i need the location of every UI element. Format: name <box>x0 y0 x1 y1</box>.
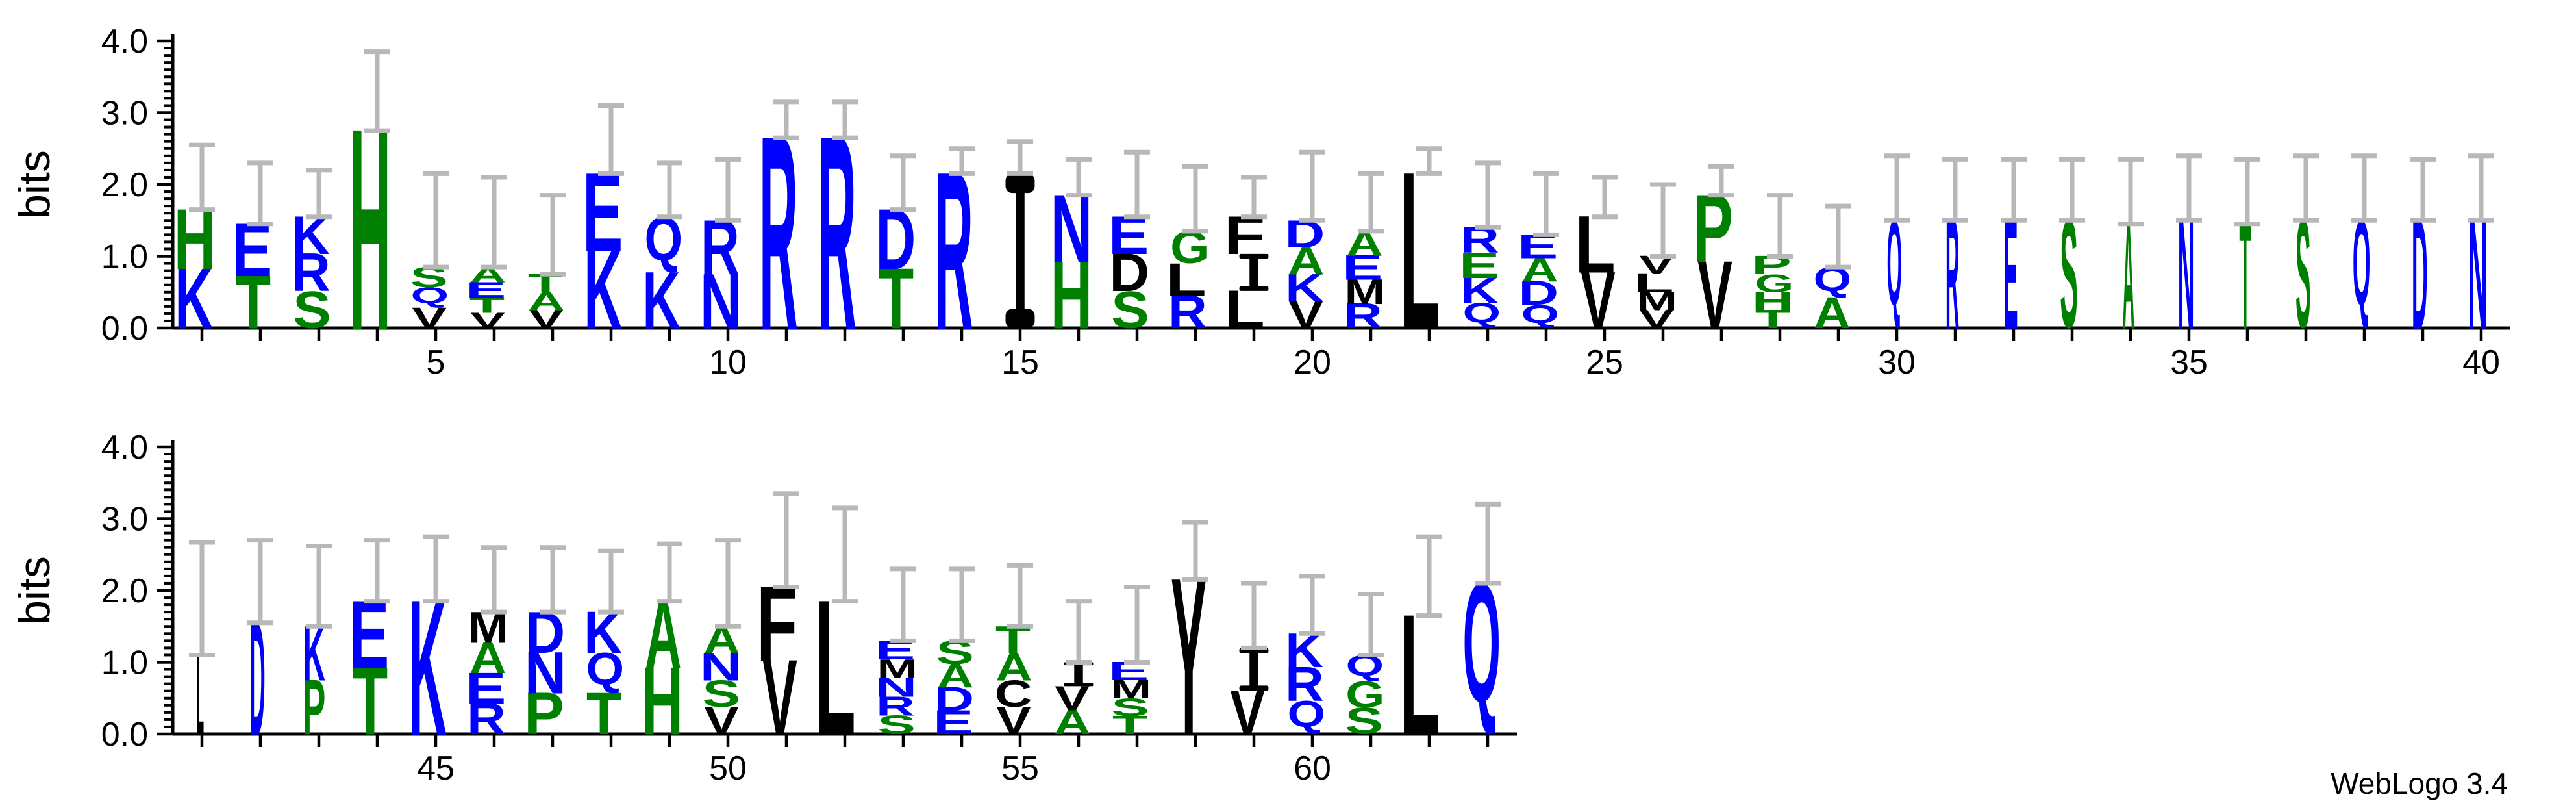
svg-text:D: D <box>249 587 266 769</box>
svg-text:Q: Q <box>1887 197 1902 331</box>
svg-text:2.0: 2.0 <box>101 166 148 204</box>
svg-text:D: D <box>875 191 916 288</box>
svg-text:5: 5 <box>427 344 445 381</box>
svg-text:D: D <box>525 599 565 665</box>
svg-text:WebLogo 3.4: WebLogo 3.4 <box>2331 767 2508 800</box>
svg-text:H: H <box>349 68 391 390</box>
svg-text:F: F <box>757 564 797 684</box>
svg-text:R: R <box>759 78 798 388</box>
svg-text:R: R <box>818 78 857 388</box>
svg-text:L: L <box>1399 126 1440 377</box>
svg-text:D: D <box>2412 186 2428 362</box>
svg-text:S: S <box>2060 188 2078 359</box>
svg-text:0.0: 0.0 <box>101 310 148 348</box>
svg-text:25: 25 <box>1586 344 1623 381</box>
svg-text:L: L <box>1575 200 1616 290</box>
svg-text:K: K <box>303 610 325 697</box>
svg-text:15: 15 <box>1001 344 1039 381</box>
svg-text:60: 60 <box>1294 750 1331 787</box>
svg-text:1.0: 1.0 <box>101 238 148 276</box>
svg-text:K: K <box>408 560 447 776</box>
svg-text:30: 30 <box>1878 344 1916 381</box>
svg-text:4.0: 4.0 <box>101 23 148 60</box>
svg-text:L: L <box>1399 577 1440 771</box>
svg-text:E: E <box>1108 205 1149 266</box>
svg-text:1.0: 1.0 <box>101 644 148 682</box>
svg-text:2.0: 2.0 <box>101 572 148 610</box>
svg-text:N: N <box>2468 186 2488 362</box>
svg-text:20: 20 <box>1294 344 1331 381</box>
svg-text:4.0: 4.0 <box>101 429 148 466</box>
svg-text:E: E <box>349 581 389 689</box>
svg-text:0.0: 0.0 <box>101 716 148 754</box>
svg-text:3.0: 3.0 <box>101 95 148 133</box>
svg-text:bits: bits <box>10 556 59 625</box>
svg-text:E: E <box>582 149 623 275</box>
svg-text:N: N <box>1051 175 1092 283</box>
svg-text:K: K <box>1285 623 1323 678</box>
svg-text:F: F <box>1224 205 1265 266</box>
svg-text:N: N <box>2178 186 2195 362</box>
svg-text:L: L <box>815 560 856 776</box>
svg-text:Q: Q <box>2353 196 2371 331</box>
svg-text:55: 55 <box>1001 750 1039 787</box>
svg-text:H: H <box>174 191 216 288</box>
svg-text:R: R <box>934 126 973 377</box>
svg-text:Q: Q <box>1462 548 1501 737</box>
svg-text:P: P <box>1693 175 1733 283</box>
svg-text:bits: bits <box>10 150 59 219</box>
svg-text:R: R <box>701 203 740 291</box>
svg-text:K: K <box>292 205 330 266</box>
svg-text:10: 10 <box>709 344 747 381</box>
svg-text:E: E <box>232 208 272 292</box>
svg-text:S: S <box>2295 189 2310 360</box>
svg-text:50: 50 <box>709 750 747 787</box>
svg-text:3.0: 3.0 <box>101 501 148 539</box>
svg-text:A: A <box>645 581 681 689</box>
svg-text:Y: Y <box>1171 532 1207 783</box>
